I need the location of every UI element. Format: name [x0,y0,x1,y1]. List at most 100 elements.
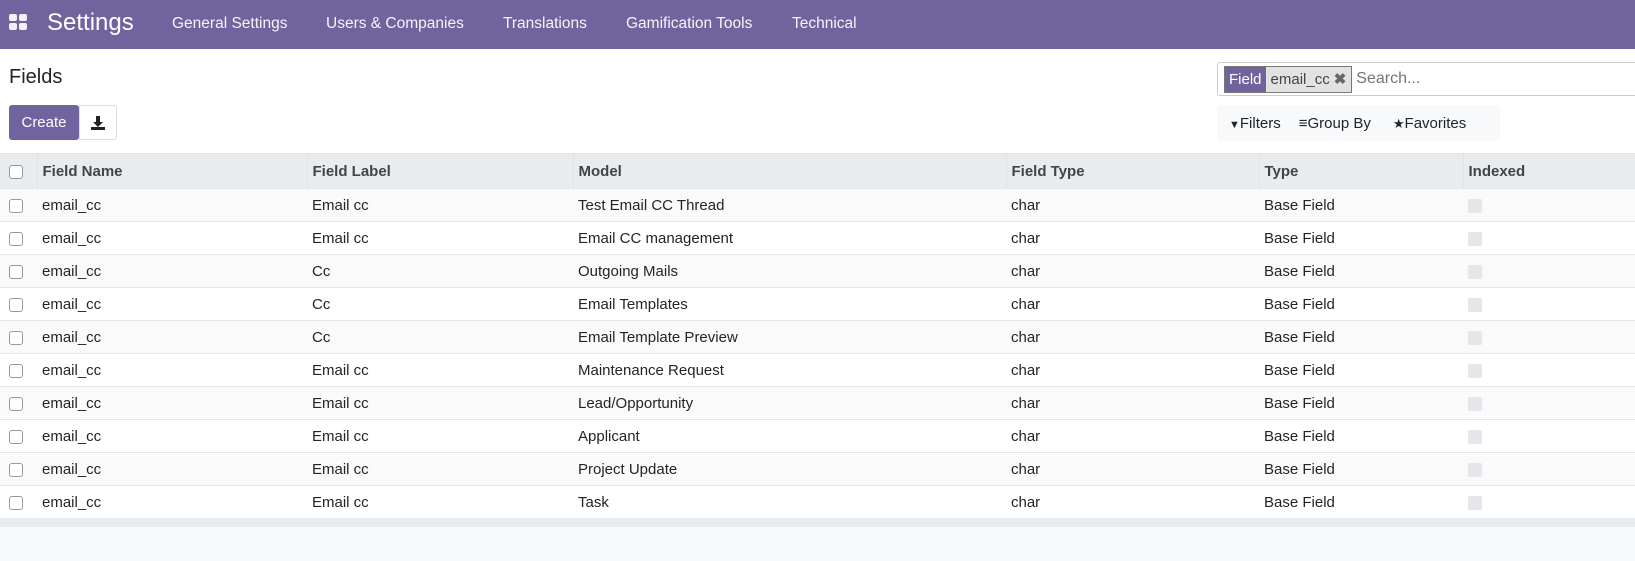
menu-users-companies[interactable]: Users & Companies [326,15,464,32]
page-bottom [0,527,1635,561]
menu-technical[interactable]: Technical [792,15,857,32]
table-row[interactable]: email_cc Email cc Applicant char Base Field [0,419,1635,453]
cell-indexed [1463,386,1635,420]
export-button[interactable] [79,105,117,140]
header-field-type[interactable]: Field Type [1005,153,1259,189]
cell-indexed [1463,287,1635,321]
cell-field-name: email_cc [37,188,307,222]
create-button[interactable]: Create [9,105,79,140]
indexed-checkbox [1468,429,1482,444]
cell-type: Base Field [1259,452,1463,486]
row-checkbox[interactable] [9,198,23,213]
apps-grid-icon[interactable] [9,14,28,30]
indexed-checkbox [1468,495,1482,510]
header-field-name[interactable]: Field Name [36,153,307,189]
cell-type: Base Field [1259,485,1463,519]
cell-type: Base Field [1259,320,1463,354]
cell-field-type: char [1006,386,1259,420]
filter-bar: ▼Filters ≡Group By ★Favorites [1217,105,1500,141]
cell-field-label: Cc [307,320,573,354]
page-title: Fields [9,66,63,88]
indexed-checkbox [1468,363,1482,378]
search-input[interactable] [1352,70,1553,88]
cell-field-type: char [1006,254,1259,288]
row-checkbox[interactable] [9,396,23,411]
cell-field-name: email_cc [37,221,307,255]
row-checkbox[interactable] [9,429,23,444]
menu-general-settings[interactable]: General Settings [172,15,288,32]
indexed-checkbox [1468,264,1482,279]
cell-field-label: Cc [307,287,573,321]
cell-field-label: Email cc [307,452,573,486]
cell-field-name: email_cc [37,419,307,453]
row-select-cell [0,419,37,453]
favorites-button[interactable]: ★Favorites [1392,114,1467,132]
header-model[interactable]: Model [572,153,1006,189]
filters-button[interactable]: ▼Filters [1229,114,1281,132]
cell-field-type: char [1006,419,1259,453]
list-icon: ≡ [1298,114,1308,132]
row-select-cell [0,320,37,354]
cell-field-label: Email cc [307,485,573,519]
top-navbar: Settings General Settings Users & Compan… [0,0,1635,49]
search-bar[interactable]: Field email_cc ✖ [1217,62,1635,96]
menu-gamification-tools[interactable]: Gamification Tools [626,15,753,32]
cell-model: Project Update [573,452,1006,486]
table-row[interactable]: email_cc Email cc Maintenance Request char B… [0,353,1635,387]
table-row[interactable]: email_cc Email cc Lead/Opportunity char Base… [0,386,1635,420]
cell-type: Base Field [1259,419,1463,453]
fields-table: Field Name Field Label Model Field Type … [0,153,1635,519]
table-row[interactable]: email_cc Cc Email Template Preview char Base… [0,320,1635,354]
header-field-label[interactable]: Field Label [306,153,573,189]
row-checkbox[interactable] [9,264,23,279]
select-all-checkbox[interactable] [9,164,23,179]
cell-indexed [1463,221,1635,255]
table-row[interactable]: email_cc Cc Email Templates char Base Field [0,287,1635,321]
cell-field-name: email_cc [37,254,307,288]
cell-field-type: char [1006,287,1259,321]
indexed-checkbox [1468,330,1482,345]
cell-model: Email Template Preview [573,320,1006,354]
cell-field-type: char [1006,320,1259,354]
table-row[interactable]: email_cc Email cc Task char Base Field [0,485,1635,519]
cell-type: Base Field [1259,254,1463,288]
cell-field-type: char [1006,485,1259,519]
row-checkbox[interactable] [9,297,23,312]
table-row[interactable]: email_cc Email cc Email CC management char B… [0,221,1635,255]
row-checkbox[interactable] [9,231,23,246]
cell-model: Applicant [573,419,1006,453]
row-checkbox[interactable] [9,495,23,510]
header-type[interactable]: Type [1258,153,1463,189]
remove-facet-icon[interactable]: ✖ [1333,70,1347,88]
cell-indexed [1463,485,1635,519]
row-checkbox[interactable] [9,462,23,477]
row-select-cell [0,254,37,288]
row-select-cell [0,485,37,519]
cell-field-type: char [1006,221,1259,255]
app-title: Settings [47,9,134,36]
cell-indexed [1463,353,1635,387]
cell-indexed [1463,320,1635,354]
cell-model: Lead/Opportunity [573,386,1006,420]
star-icon: ★ [1392,115,1405,131]
cell-field-name: email_cc [37,287,307,321]
cell-model: Task [573,485,1006,519]
cell-type: Base Field [1259,221,1463,255]
row-checkbox[interactable] [9,363,23,378]
cell-field-label: Email cc [307,419,573,453]
table-row[interactable]: email_cc Email cc Project Update char Base F… [0,452,1635,486]
cell-field-label: Email cc [307,221,573,255]
row-select-cell [0,221,37,255]
cell-type: Base Field [1259,353,1463,387]
menu-translations[interactable]: Translations [503,15,587,32]
cell-model: Email CC management [573,221,1006,255]
cell-field-label: Cc [307,254,573,288]
table-row[interactable]: email_cc Email cc Test Email CC Thread char… [0,188,1635,222]
header-indexed[interactable]: Indexed [1462,153,1635,189]
indexed-checkbox [1468,198,1482,213]
group-by-button[interactable]: ≡Group By [1298,114,1371,132]
table-row[interactable]: email_cc Cc Outgoing Mails char Base Field [0,254,1635,288]
cell-model: Test Email CC Thread [573,188,1006,222]
cell-field-name: email_cc [37,485,307,519]
row-checkbox[interactable] [9,330,23,345]
